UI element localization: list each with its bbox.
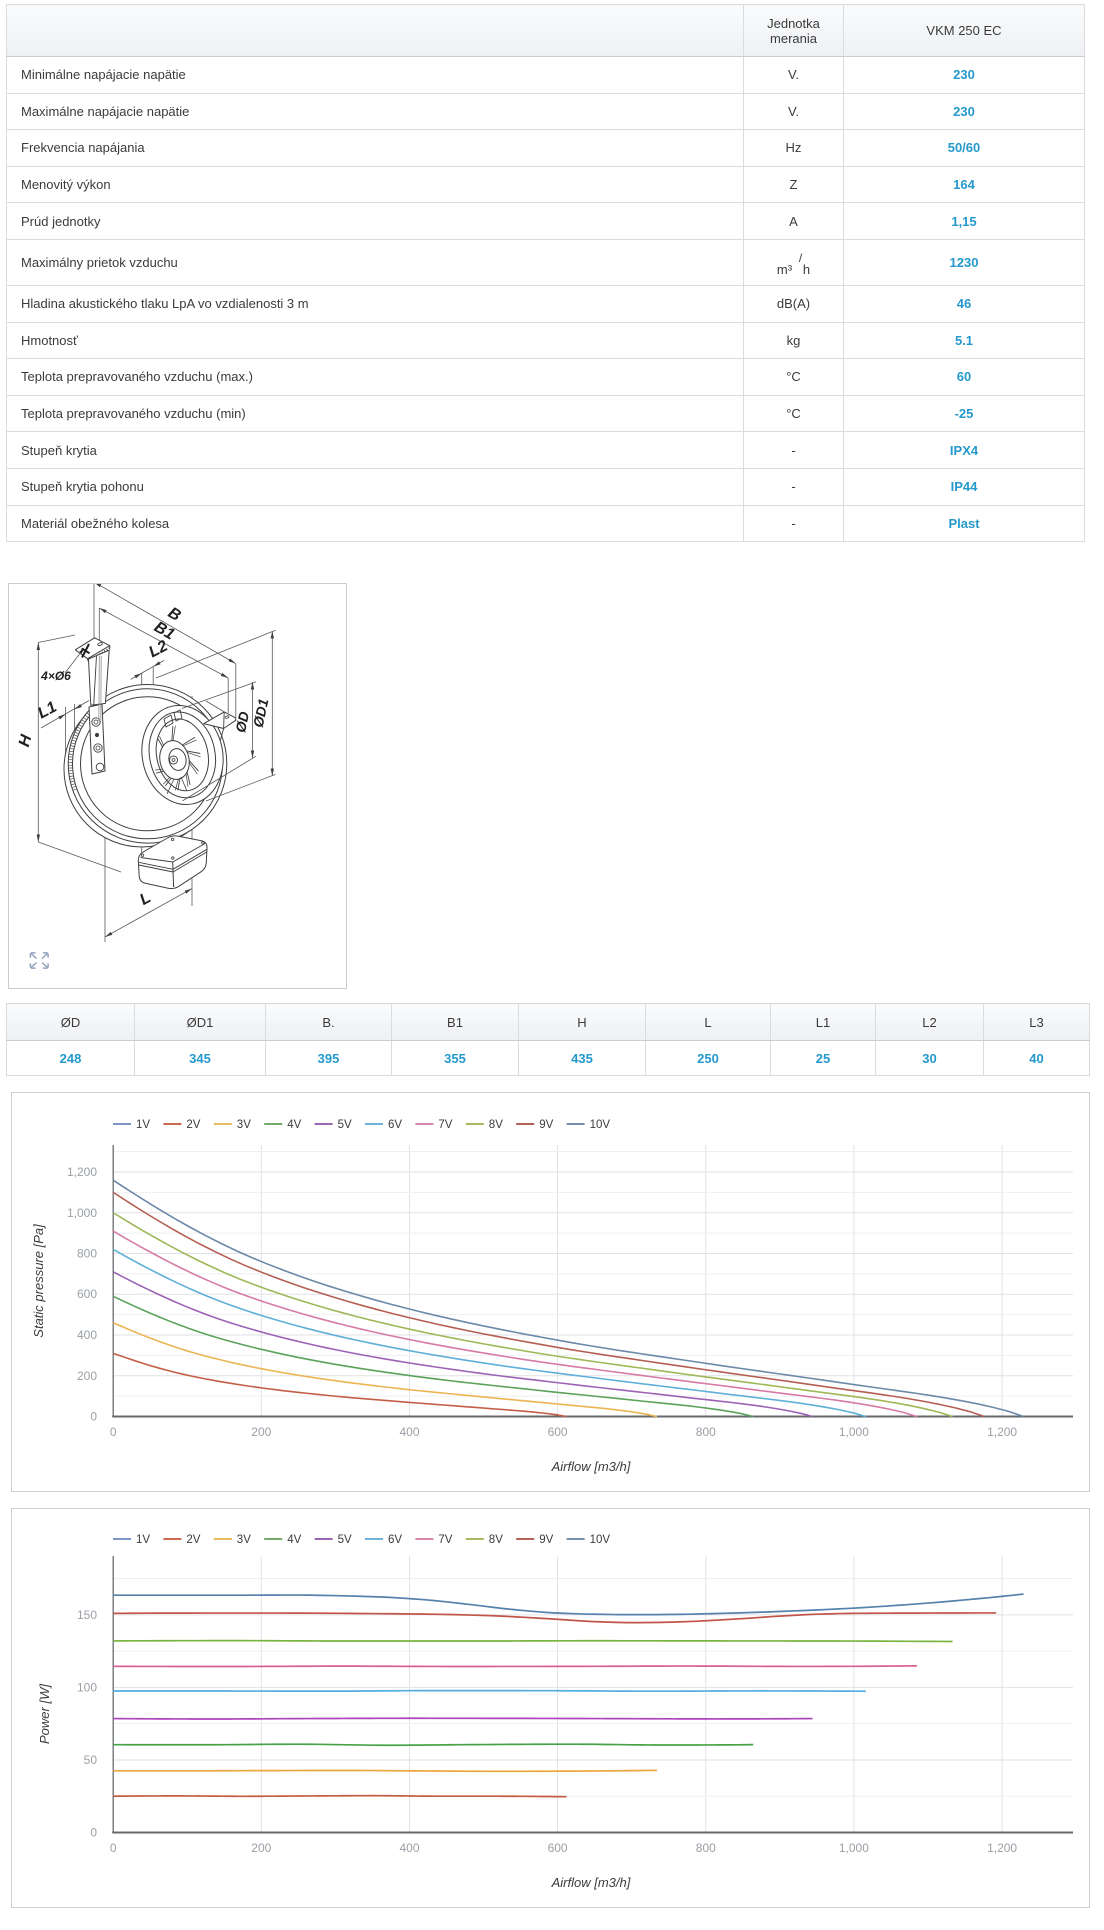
svg-text:1,200: 1,200 — [987, 1841, 1017, 1855]
svg-text:800: 800 — [696, 1841, 716, 1855]
svg-text:0: 0 — [110, 1425, 117, 1439]
svg-text:2V: 2V — [186, 1534, 200, 1546]
svg-text:4V: 4V — [287, 1119, 301, 1131]
svg-text:9V: 9V — [539, 1119, 553, 1131]
svg-text:5V: 5V — [338, 1534, 352, 1546]
svg-text:1,200: 1,200 — [67, 1165, 97, 1179]
svg-text:1V: 1V — [136, 1534, 150, 1546]
svg-text:6V: 6V — [388, 1534, 402, 1546]
svg-text:Airflow [m3/h]: Airflow [m3/h] — [551, 1875, 631, 1890]
svg-text:2V: 2V — [186, 1119, 200, 1131]
svg-text:10V: 10V — [590, 1119, 611, 1131]
svg-text:4×Ø6: 4×Ø6 — [40, 669, 71, 683]
svg-text:1,000: 1,000 — [839, 1425, 869, 1439]
svg-text:Static pressure [Pa]: Static pressure [Pa] — [31, 1224, 46, 1338]
svg-text:7V: 7V — [438, 1534, 452, 1546]
svg-text:600: 600 — [548, 1841, 568, 1855]
svg-text:L1: L1 — [35, 699, 60, 723]
svg-text:400: 400 — [77, 1328, 97, 1342]
svg-text:150: 150 — [77, 1608, 97, 1622]
svg-text:1,200: 1,200 — [987, 1425, 1017, 1439]
svg-text:8V: 8V — [489, 1534, 503, 1546]
svg-text:200: 200 — [251, 1841, 271, 1855]
svg-text:9V: 9V — [539, 1534, 553, 1546]
svg-text:0: 0 — [110, 1841, 117, 1855]
svg-text:L2: L2 — [146, 637, 171, 661]
svg-text:1,000: 1,000 — [67, 1206, 97, 1220]
svg-text:600: 600 — [548, 1425, 568, 1439]
svg-text:B: B — [165, 604, 184, 625]
svg-text:800: 800 — [696, 1425, 716, 1439]
svg-text:Airflow [m3/h]: Airflow [m3/h] — [551, 1459, 631, 1474]
svg-text:4V: 4V — [287, 1534, 301, 1546]
svg-text:100: 100 — [77, 1680, 97, 1694]
svg-text:ØD: ØD — [232, 710, 252, 734]
svg-text:Power [W]: Power [W] — [37, 1684, 52, 1744]
svg-text:3V: 3V — [237, 1119, 251, 1131]
svg-text:0: 0 — [90, 1826, 97, 1840]
svg-text:3V: 3V — [237, 1534, 251, 1546]
svg-text:200: 200 — [77, 1369, 97, 1383]
svg-text:10V: 10V — [590, 1534, 611, 1546]
svg-text:8V: 8V — [489, 1119, 503, 1131]
svg-text:400: 400 — [399, 1841, 419, 1855]
svg-text:1,000: 1,000 — [839, 1841, 869, 1855]
svg-text:H: H — [16, 733, 36, 749]
svg-text:1V: 1V — [136, 1119, 150, 1131]
svg-text:50: 50 — [84, 1753, 98, 1767]
svg-text:5V: 5V — [338, 1119, 352, 1131]
svg-text:L: L — [137, 889, 154, 909]
svg-text:7V: 7V — [438, 1119, 452, 1131]
svg-text:6V: 6V — [388, 1119, 402, 1131]
svg-text:ØD1: ØD1 — [250, 697, 272, 729]
svg-text:800: 800 — [77, 1247, 97, 1261]
svg-text:200: 200 — [251, 1425, 271, 1439]
svg-text:0: 0 — [90, 1410, 97, 1424]
svg-text:400: 400 — [399, 1425, 419, 1439]
svg-text:600: 600 — [77, 1287, 97, 1301]
